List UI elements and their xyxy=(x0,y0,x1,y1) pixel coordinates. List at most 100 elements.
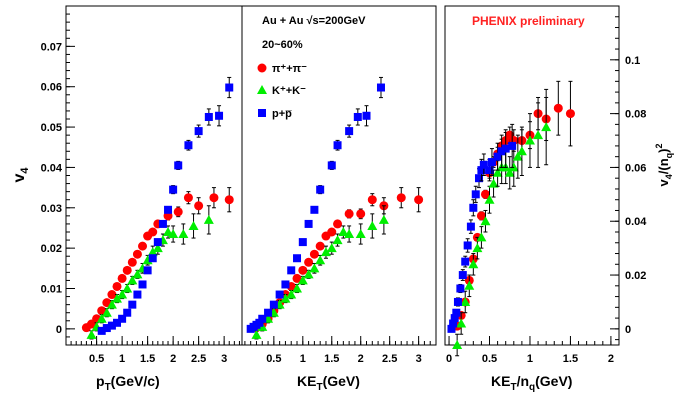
proton-point xyxy=(128,300,137,309)
kaon-point xyxy=(147,247,158,257)
x-tick-label: 0 xyxy=(446,353,452,365)
x-tick-label: 2 xyxy=(608,353,614,365)
y-tick-label: 0 xyxy=(625,324,631,336)
x-tick-label: 2 xyxy=(170,353,176,365)
proton-point xyxy=(184,141,193,150)
proton-point xyxy=(269,300,278,309)
pion-point xyxy=(224,195,234,205)
kaon-point xyxy=(476,232,487,242)
kaon-point xyxy=(280,293,291,303)
x-tick-label: 3 xyxy=(221,353,227,365)
kaon-point xyxy=(303,269,314,279)
pion-point xyxy=(127,257,137,267)
proton-point xyxy=(204,112,213,121)
proton-point xyxy=(174,161,183,170)
proton-point xyxy=(304,219,313,228)
proton-point xyxy=(469,203,478,212)
pion-point xyxy=(480,189,490,199)
kaon-point xyxy=(452,340,463,349)
kaon-point xyxy=(472,243,483,253)
kaon-point xyxy=(309,263,320,273)
proton-point xyxy=(225,83,234,92)
proton-point xyxy=(449,319,458,328)
proton-point xyxy=(508,141,517,150)
proton-point xyxy=(264,308,273,317)
data-marks-right xyxy=(447,80,575,357)
pion-point xyxy=(298,265,308,275)
y-tick-label: 0.04 xyxy=(625,216,647,228)
proton-point xyxy=(376,83,385,92)
kaon-point xyxy=(468,259,479,269)
proton-point xyxy=(194,127,203,136)
axis-ticks-left: 0.5 1 1.5 2 2.5 3 0 0.01 0.02 0.03 0.04 0.05 0.06 0.0… xyxy=(41,13,240,365)
proton-point xyxy=(345,127,354,136)
kaon-point xyxy=(96,313,107,323)
kaon-point xyxy=(504,167,515,177)
proton-point xyxy=(479,160,488,169)
x-tick-label: 1 xyxy=(527,353,533,365)
kaon-point xyxy=(315,255,326,265)
y-tick-label: 0.07 xyxy=(41,41,62,53)
x-tick-label: 0.5 xyxy=(89,353,104,365)
proton-point xyxy=(169,185,178,194)
proton-point xyxy=(474,174,483,183)
x-tick-label: 0.5 xyxy=(266,353,281,365)
data-marks-middle xyxy=(246,76,424,340)
kaon-point xyxy=(132,269,143,279)
kaon-point xyxy=(122,283,133,293)
kaon-point xyxy=(251,329,262,339)
pion-point xyxy=(183,193,193,203)
pion-point xyxy=(107,290,117,300)
proton-point xyxy=(153,238,162,247)
kaon-point xyxy=(127,275,138,285)
x-tick-label: 1.5 xyxy=(563,353,578,365)
proton-point xyxy=(148,254,157,263)
kaon-point xyxy=(188,220,199,230)
x-axis-title-left: pT(GeV/c) xyxy=(96,373,160,393)
kaon-point xyxy=(378,214,389,224)
proton-point xyxy=(456,284,465,293)
centrality-label: 20~60% xyxy=(262,39,303,51)
pion-point xyxy=(333,219,343,229)
x-tick-label: 2.5 xyxy=(382,353,397,365)
y-tick-label: 0.03 xyxy=(41,203,62,215)
proton-point xyxy=(493,152,502,161)
proton-point xyxy=(133,290,142,299)
y-tick-label: 0.06 xyxy=(625,162,646,174)
proton-point xyxy=(215,111,224,120)
panel-frame-middle xyxy=(241,5,437,346)
pion-point xyxy=(565,109,575,119)
kaon-point xyxy=(168,229,179,239)
proton-point xyxy=(275,290,284,299)
proton-point xyxy=(453,297,462,306)
x-tick-label: 0.5 xyxy=(482,353,497,365)
proton-point xyxy=(287,266,296,275)
proton-point xyxy=(164,205,173,214)
x-tick-label: 1 xyxy=(300,353,306,365)
kaon-point xyxy=(533,130,544,140)
phenix-preliminary-label: PHENIX preliminary xyxy=(472,14,585,28)
kaon-point xyxy=(524,135,535,145)
y-tick-label: 0.04 xyxy=(41,162,63,174)
pion-point xyxy=(138,241,148,251)
legend-label-proton: p+p̅ xyxy=(272,108,293,120)
kaon-point xyxy=(297,275,308,285)
y-tick-label: 0.06 xyxy=(41,82,62,94)
proton-point xyxy=(118,314,127,323)
y-tick-label: 0 xyxy=(56,324,62,336)
proton-point xyxy=(327,161,336,170)
kaon-point xyxy=(488,178,499,188)
kaon-point xyxy=(338,227,349,236)
kaon-point xyxy=(332,235,343,245)
kaon-point xyxy=(456,318,467,328)
kaon-point xyxy=(178,229,189,239)
kaon-point xyxy=(203,214,214,224)
kaon-point xyxy=(464,280,475,290)
proton-point xyxy=(333,141,342,150)
pion-point xyxy=(112,281,122,291)
proton-point xyxy=(450,314,459,323)
legend-marker-kaon xyxy=(257,85,267,94)
pion-point xyxy=(367,195,377,205)
x-tick-label: 1 xyxy=(119,353,125,365)
